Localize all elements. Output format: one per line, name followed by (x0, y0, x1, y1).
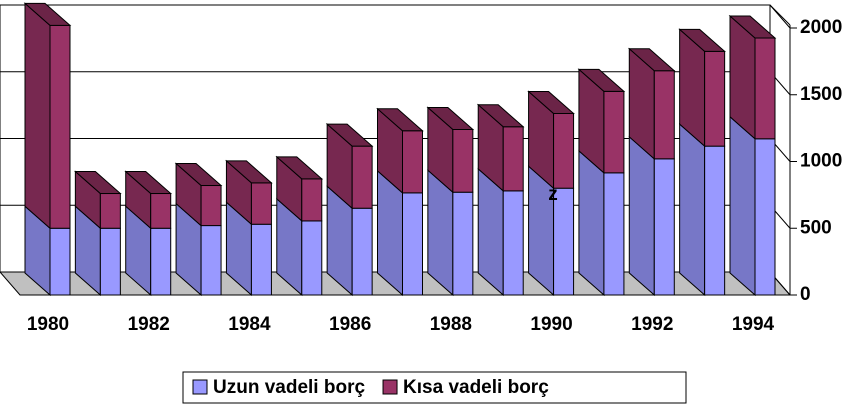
x-tick-label: 1990 (530, 314, 572, 335)
bar-top (74, 171, 122, 195)
bar (452, 128, 474, 193)
bar (99, 227, 121, 296)
labels: 0 500 1000 1500 2000 1980 1982 1984 1986 1988 1990… (27, 17, 842, 335)
legend-swatch (382, 379, 398, 395)
bar (704, 145, 726, 296)
bar (351, 207, 373, 296)
bar-side (729, 115, 756, 297)
bar-top (124, 171, 173, 195)
legend-label: Kısa vadeli borç (403, 377, 549, 398)
bar (603, 172, 625, 296)
bar (150, 227, 172, 296)
bar (200, 185, 222, 227)
legend-label: Uzun vadeli borç (213, 377, 365, 398)
bar (49, 227, 71, 296)
bar-side (679, 123, 706, 297)
bar-top (325, 123, 374, 147)
bar-side (578, 149, 605, 297)
bar (502, 190, 524, 296)
bar (301, 178, 323, 222)
y-tick-label: 500 (800, 217, 832, 238)
x-tick-label: 1980 (27, 314, 69, 335)
x-tick-label: 1994 (732, 314, 775, 335)
bar (250, 182, 272, 225)
bar (754, 37, 776, 140)
bar-top (627, 48, 676, 72)
bar (150, 193, 172, 229)
bar (49, 24, 71, 229)
x-tick-label: 1986 (329, 314, 371, 335)
bar (351, 145, 373, 209)
bar-top (23, 2, 72, 26)
bar (553, 112, 575, 189)
legend-swatch (192, 379, 208, 395)
annotation: z (548, 184, 558, 205)
bar (402, 192, 423, 296)
bar-top (577, 68, 626, 92)
bar-top (174, 163, 223, 187)
legend-items: Uzun vadeli borç Kısa vadeli borç (192, 377, 549, 398)
x-tick-label: 1982 (128, 314, 170, 335)
bar (99, 193, 121, 229)
bar (402, 130, 423, 194)
y-tick-label: 1500 (800, 84, 842, 105)
bar-top (678, 28, 726, 52)
bar (653, 70, 675, 160)
bar-top (376, 108, 424, 132)
bar (502, 126, 524, 192)
bar-side (24, 2, 51, 230)
bar-top (728, 15, 777, 39)
bar-side (628, 135, 655, 297)
bar (754, 138, 776, 296)
y-tick-label: 0 (800, 284, 811, 305)
x-tick-label: 1988 (430, 314, 472, 335)
x-tick-label: 1984 (228, 314, 271, 335)
bar (301, 220, 323, 296)
y-tick-label: 2000 (800, 17, 842, 38)
bar (653, 158, 675, 296)
bar-top (426, 106, 475, 130)
grid-line (0, 4, 791, 29)
bar-top (527, 90, 575, 114)
y-tick-label: 1000 (800, 151, 842, 172)
bar-top (225, 160, 273, 184)
bar (200, 225, 222, 296)
bar (250, 223, 272, 296)
bar (452, 191, 474, 296)
bars (23, 2, 777, 297)
bar-top (476, 104, 525, 128)
x-tick-label: 1992 (631, 314, 673, 335)
bar-top (275, 156, 324, 180)
bar (603, 90, 625, 174)
legend (182, 371, 687, 404)
bar (704, 50, 726, 147)
